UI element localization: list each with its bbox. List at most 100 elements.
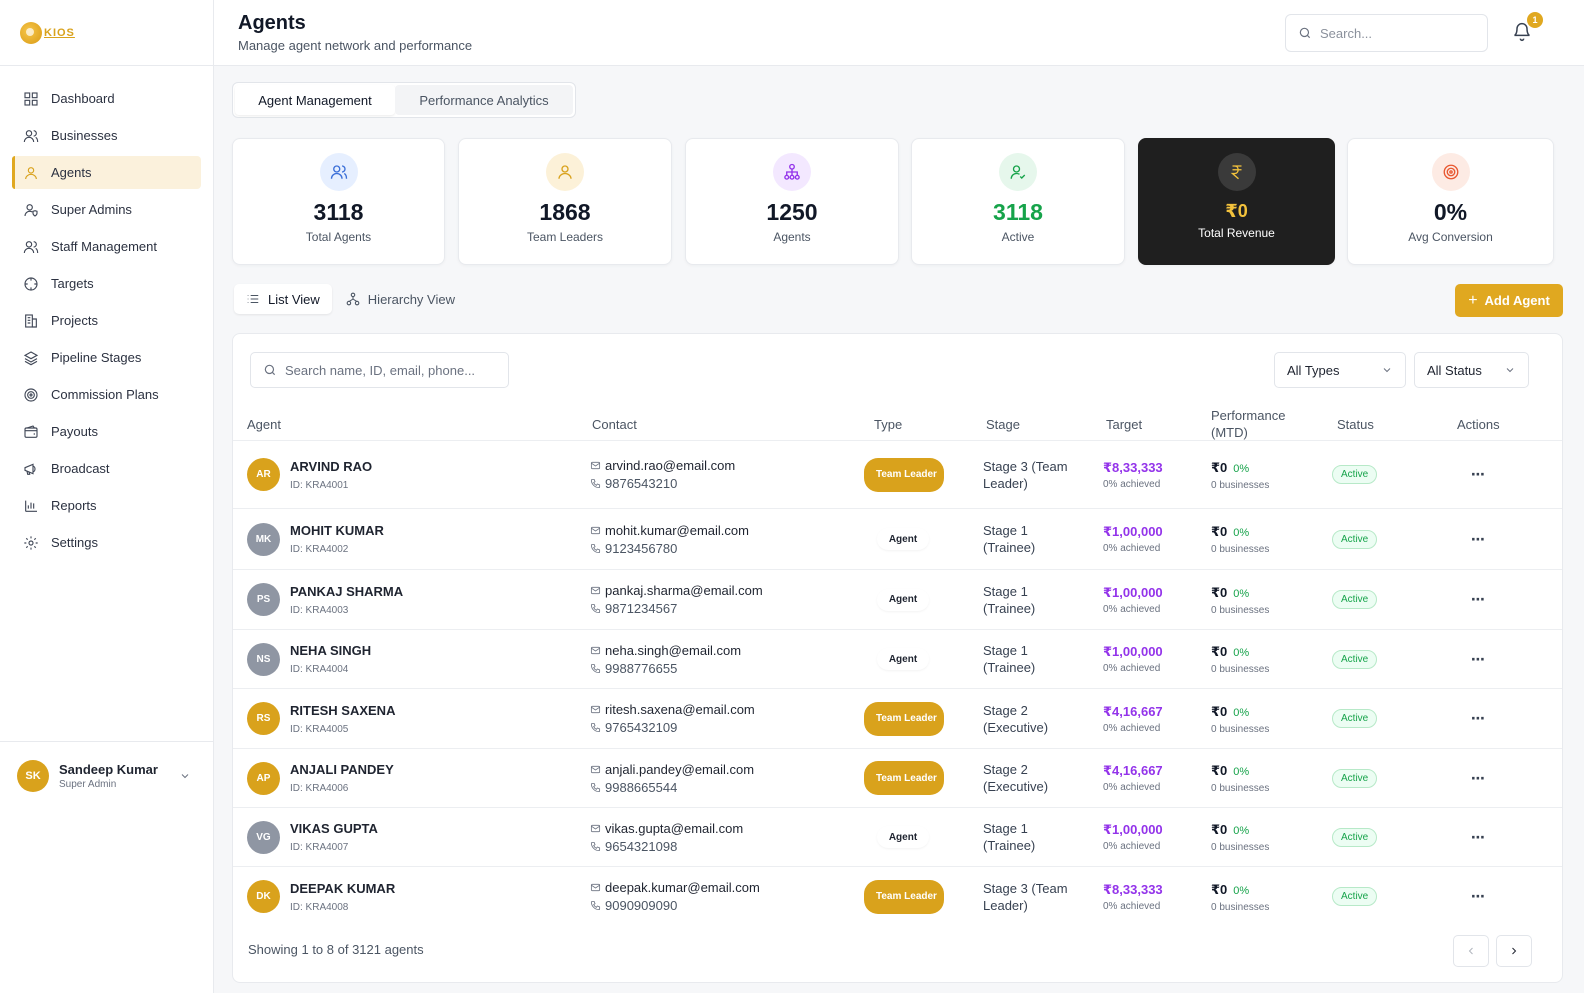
table-row[interactable]: NS NEHA SINGH ID: KRA4004 neha.singh@email.… (233, 629, 1562, 688)
more-actions-icon[interactable]: ⋯ (1471, 769, 1486, 786)
avatar: SK (17, 759, 49, 792)
add-agent-label: Add Agent (1484, 293, 1550, 308)
sidebar-item-businesses[interactable]: Businesses (12, 119, 201, 152)
hierarchy-view-button[interactable]: Hierarchy View (334, 284, 467, 314)
target-achieved: 0% achieved (1103, 543, 1161, 554)
status-badge: Active (1332, 887, 1378, 906)
previous-page-button[interactable] (1453, 935, 1489, 967)
table-row[interactable]: RS RITESH SAXENA ID: KRA4005 ritesh.saxena@… (233, 688, 1562, 748)
chevron-down-icon[interactable] (179, 769, 191, 781)
table-row[interactable]: AP ANJALI PANDEY ID: KRA4006 anjali.pandey@… (233, 748, 1562, 807)
performance-cell: ₹0 0% 0 businesses (1211, 570, 1269, 629)
agent-name: VIKAS GUPTA (290, 821, 378, 836)
sidebar-item-targets[interactable]: Targets (12, 267, 201, 300)
table-row[interactable]: DK DEEPAK KUMAR ID: KRA4008 deepak.kumar@em… (233, 866, 1562, 926)
sidebar-item-label: Agents (51, 165, 92, 180)
chevron-down-icon (1506, 368, 1514, 373)
agent-cell: NS NEHA SINGH ID: KRA4004 (247, 630, 371, 688)
table-row[interactable]: AR ARVIND RAO ID: KRA4001 arvind.rao@email.… (233, 440, 1562, 508)
sidebar-item-agents[interactable]: Agents (12, 156, 201, 189)
status-filter-select[interactable]: All Status (1414, 352, 1529, 388)
table-row[interactable]: VG VIKAS GUPTA ID: KRA4007 vikas.gupta@emai… (233, 807, 1562, 866)
stage-text: Stage 1 (Trainee) (983, 643, 1036, 675)
sidebar-item-payouts[interactable]: Payouts (12, 415, 201, 448)
status-cell: Active (1332, 867, 1378, 926)
table-row[interactable]: PS PANKAJ SHARMA ID: KRA4003 pankaj.sharma@… (233, 569, 1562, 629)
bar-chart-icon (23, 498, 39, 514)
type-cell: Agent (877, 570, 929, 629)
hierarchy-icon (346, 292, 360, 306)
type-badge: Agent (877, 588, 929, 611)
status-badge: Active (1332, 529, 1378, 549)
sidebar-item-projects[interactable]: Projects (12, 304, 201, 337)
table-search[interactable] (250, 352, 509, 388)
next-page-button[interactable] (1496, 935, 1532, 967)
stage-text: Stage 1 (Trainee) (983, 821, 1036, 853)
logo[interactable]: KIOS (20, 21, 75, 44)
bell-icon[interactable] (1512, 22, 1534, 44)
sidebar-item-label: Settings (51, 535, 98, 550)
sidebar-item-staff-management[interactable]: Staff Management (12, 230, 201, 263)
tab-agent-management[interactable]: Agent Management (235, 85, 395, 115)
avatar: RS (247, 702, 280, 735)
header-search[interactable] (1285, 14, 1488, 52)
add-agent-button[interactable]: + Add Agent (1455, 284, 1563, 317)
page-title: Agents (238, 12, 306, 34)
logo-text: KIOS (44, 26, 75, 39)
sidebar-item-dashboard[interactable]: Dashboard (12, 82, 201, 115)
more-actions-icon[interactable]: ⋯ (1471, 466, 1486, 482)
list-view-button[interactable]: List View (234, 284, 332, 314)
logo-area: KIOS (0, 0, 213, 66)
more-actions-icon[interactable]: ⋯ (1471, 591, 1486, 607)
avatar: MK (247, 522, 280, 556)
network-icon (773, 153, 811, 191)
chevron-down-icon (1383, 368, 1391, 373)
sidebar-item-pipeline-stages[interactable]: Pipeline Stages (12, 341, 201, 374)
stat-label: Active (1001, 230, 1035, 244)
more-actions-icon[interactable]: ⋯ (1471, 530, 1486, 547)
sidebar-item-label: Reports (51, 498, 97, 513)
sidebar-item-super-admins[interactable]: Super Admins (12, 193, 201, 226)
agent-id: ID: KRA4001 (290, 479, 349, 491)
performance-value: ₹0 (1211, 703, 1228, 719)
performance-businesses: 0 businesses (1211, 604, 1270, 616)
more-actions-icon[interactable]: ⋯ (1471, 650, 1486, 667)
search-input[interactable] (1320, 25, 1470, 41)
sidebar-item-reports[interactable]: Reports (12, 489, 201, 522)
agent-email: neha.singh@email.com (605, 642, 742, 658)
stage-cell: Stage 2 (Executive) (983, 749, 1073, 807)
performance-businesses: 0 businesses (1211, 723, 1270, 735)
performance-value: ₹0 (1211, 584, 1228, 600)
type-filter-select[interactable]: All Types (1274, 352, 1406, 388)
tab-performance-analytics[interactable]: Performance Analytics (395, 85, 573, 115)
sidebar-item-commission-plans[interactable]: Commission Plans (12, 378, 201, 411)
agent-phone: 9654321098 (605, 838, 678, 854)
status-cell: Active (1332, 441, 1378, 508)
column-header-performance: Performance (MTD) (1211, 408, 1286, 440)
status-cell: Active (1332, 570, 1378, 629)
sidebar-item-broadcast[interactable]: Broadcast (12, 452, 201, 485)
stage-text: Stage 2 (Executive) (983, 702, 1049, 735)
agent-cell: VG VIKAS GUPTA ID: KRA4007 (247, 808, 378, 866)
user-menu[interactable]: SK Sandeep Kumar Super Admin (0, 741, 213, 809)
more-actions-icon[interactable]: ⋯ (1471, 710, 1486, 726)
hierarchy-view-label: Hierarchy View (367, 291, 455, 307)
user-name: Sandeep Kumar (59, 761, 158, 777)
view-toggle: List View Hierarchy View (234, 284, 467, 314)
mail-icon (590, 586, 601, 595)
target-value: ₹4,16,667 (1103, 763, 1163, 778)
table-search-input[interactable] (285, 362, 505, 378)
target-value: ₹1,00,000 (1103, 822, 1163, 837)
layers-icon (23, 350, 39, 366)
table-row[interactable]: MK MOHIT KUMAR ID: KRA4002 mohit.kumar@emai… (233, 508, 1562, 569)
status-cell: Active (1332, 630, 1378, 688)
more-actions-icon[interactable]: ⋯ (1471, 888, 1486, 904)
contact-cell: mohit.kumar@email.com 9123456780 (590, 509, 749, 569)
agent-email: pankaj.sharma@email.com (605, 583, 763, 598)
more-actions-icon[interactable]: ⋯ (1471, 828, 1486, 845)
type-badge: Agent (877, 648, 929, 670)
status-cell: Active (1332, 808, 1378, 866)
sidebar-item-settings[interactable]: Settings (12, 526, 201, 559)
agent-cell: MK MOHIT KUMAR ID: KRA4002 (247, 509, 384, 569)
target-value: ₹1,00,000 (1103, 584, 1163, 600)
